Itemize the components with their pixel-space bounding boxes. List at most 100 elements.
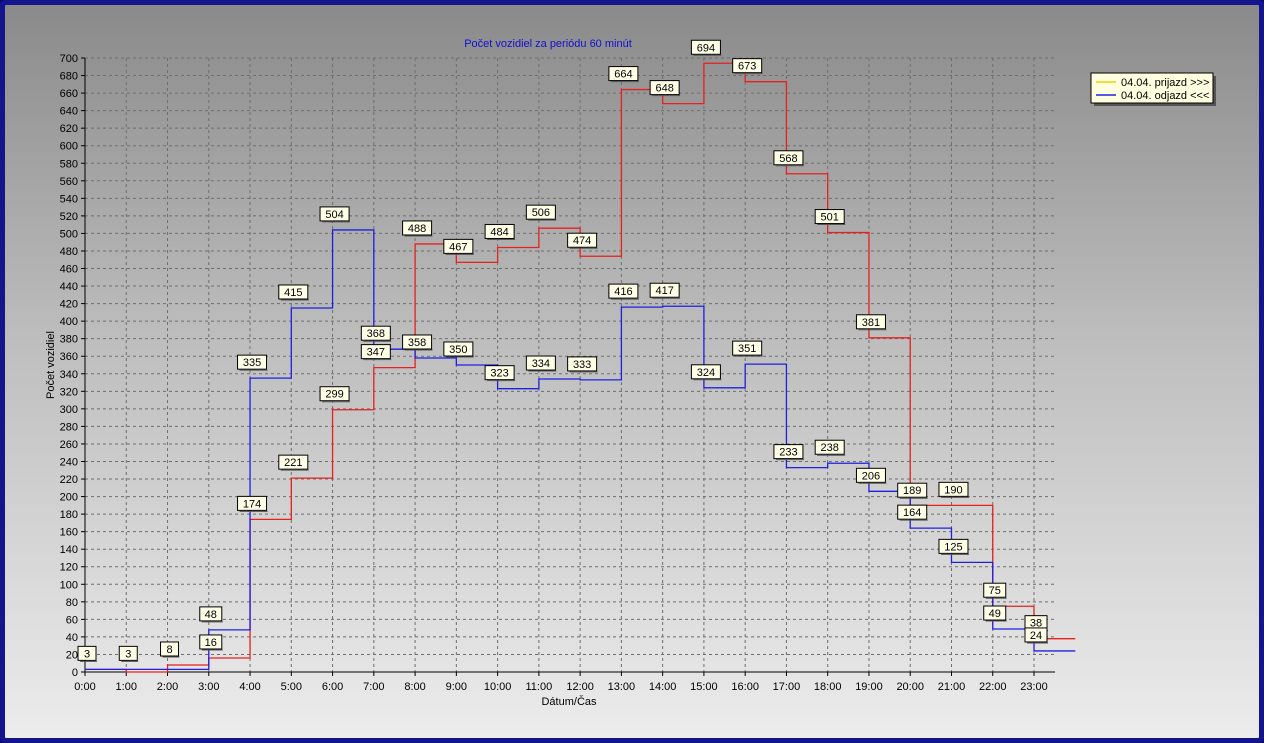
data-label-box: [732, 340, 763, 356]
x-tick-label: 0:00: [74, 681, 95, 693]
y-tick-label: 320: [60, 386, 78, 398]
data-label-text: 323: [490, 368, 508, 380]
data-label-text: 350: [449, 344, 467, 356]
y-tick-label: 180: [60, 509, 78, 521]
x-tick-label: 8:00: [404, 681, 425, 693]
data-label-box: [690, 364, 721, 380]
data-label: 488: [402, 220, 433, 237]
data-label-text: 484: [490, 226, 508, 238]
data-label: 238: [814, 439, 846, 456]
x-tick-label: 11:00: [526, 681, 553, 693]
data-label-box: [814, 439, 845, 455]
data-label-box: [608, 283, 639, 299]
x-tick-label: 22:00: [979, 681, 1007, 693]
y-tick-label: 160: [60, 527, 78, 539]
data-label: 334: [525, 355, 557, 372]
y-tick-label: 40: [66, 632, 78, 644]
data-label: 350: [443, 341, 474, 358]
data-label: 673: [732, 58, 763, 75]
data-label: 415: [278, 284, 309, 301]
x-tick-label: 10:00: [484, 681, 512, 693]
data-label: 506: [525, 204, 557, 221]
data-label: 568: [773, 150, 804, 167]
data-label-text: 164: [903, 507, 921, 519]
y-tick-label: 620: [60, 123, 78, 135]
data-label-box: [360, 344, 391, 360]
chart-title: Počet vozidiel za periódu 60 minút: [464, 38, 632, 50]
data-label-box: [1024, 627, 1048, 643]
y-tick-label: 480: [60, 246, 78, 258]
data-label: 474: [567, 232, 598, 249]
data-label-text: 488: [408, 223, 426, 235]
data-label: 125: [938, 538, 969, 555]
data-label: 75: [983, 582, 1007, 599]
data-label-text: 49: [989, 608, 1001, 620]
x-tick-label: 20:00: [896, 681, 924, 693]
data-label-text: 238: [821, 442, 839, 454]
data-label: 504: [319, 206, 351, 223]
data-label-text: 381: [862, 317, 880, 329]
x-tick-label: 2:00: [157, 681, 178, 693]
data-label: 416: [608, 283, 639, 300]
data-label-text: 75: [989, 585, 1001, 597]
y-tick-label: 640: [60, 106, 78, 118]
data-label: 664: [608, 66, 639, 83]
data-label-text: 416: [614, 286, 632, 298]
data-label-box: [567, 356, 598, 372]
data-label-box: [278, 284, 309, 300]
data-label-text: 299: [325, 389, 343, 401]
data-label: 299: [319, 386, 351, 403]
data-label-box: [484, 365, 515, 381]
y-tick-label: 580: [60, 158, 78, 170]
y-tick-label: 140: [60, 544, 78, 556]
data-label-text: 694: [697, 42, 715, 54]
data-label-text: 501: [821, 212, 839, 224]
data-label-text: 125: [944, 541, 962, 553]
data-label-box: [608, 66, 639, 82]
data-label-text: 568: [779, 153, 797, 165]
data-label-box: [938, 481, 969, 497]
data-label-text: 16: [205, 637, 217, 649]
x-tick-label: 4:00: [239, 681, 260, 693]
data-label-text: 506: [532, 207, 550, 219]
data-label: 189: [897, 482, 928, 499]
y-tick-label: 360: [60, 351, 78, 363]
data-label-text: 415: [284, 287, 302, 299]
data-label-text: 333: [573, 359, 591, 371]
data-label-box: [814, 209, 845, 225]
y-tick-label: 500: [60, 228, 78, 240]
x-tick-label: 18:00: [814, 681, 842, 693]
data-label-box: [319, 386, 350, 402]
y-tick-label: 380: [60, 334, 78, 346]
data-label-text: 673: [738, 61, 756, 73]
data-label-text: 221: [284, 457, 302, 469]
data-label-box: [690, 39, 721, 55]
x-tick-label: 6:00: [322, 681, 343, 693]
data-label-text: 3: [84, 648, 90, 660]
data-label: 206: [855, 467, 887, 484]
y-tick-label: 280: [60, 421, 78, 433]
data-label-box: [443, 341, 474, 357]
data-label: 648: [649, 80, 681, 97]
data-label-box: [77, 645, 97, 661]
data-label-text: 189: [903, 485, 921, 497]
data-label-box: [237, 354, 268, 370]
data-label-box: [319, 206, 350, 222]
data-label-text: 334: [532, 358, 550, 370]
legend-box: [1090, 72, 1214, 104]
data-label-box: [897, 504, 928, 520]
data-label-box: [525, 355, 556, 371]
data-label-text: 174: [243, 498, 261, 510]
data-label: 368: [360, 325, 392, 342]
data-label: 190: [938, 481, 969, 498]
data-label-text: 48: [205, 609, 217, 621]
y-tick-label: 520: [60, 211, 78, 223]
x-tick-label: 17:00: [773, 681, 801, 693]
data-label-text: 324: [697, 367, 715, 379]
data-label-box: [160, 641, 180, 657]
data-label-box: [855, 467, 886, 483]
data-label-box: [402, 334, 433, 350]
data-label-text: 664: [614, 69, 632, 81]
data-label-text: 24: [1030, 630, 1042, 642]
